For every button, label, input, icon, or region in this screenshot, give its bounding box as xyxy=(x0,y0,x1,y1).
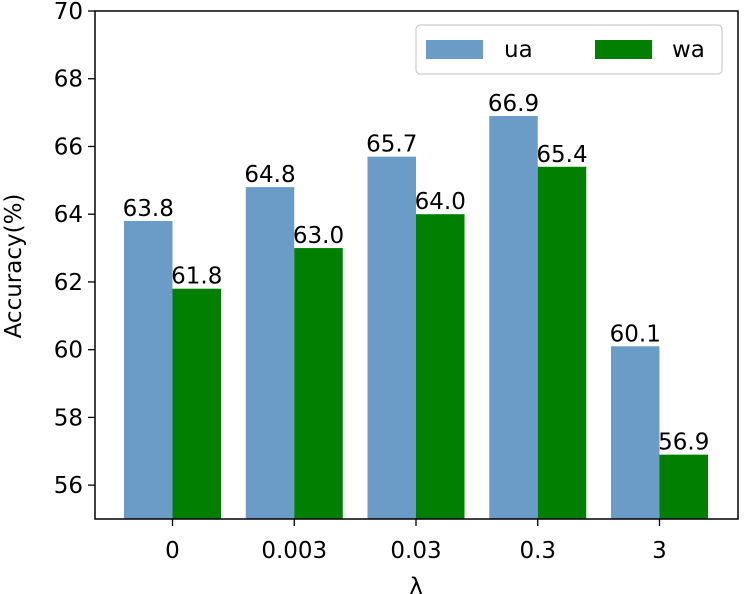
bar-value-label-wa-0: 61.8 xyxy=(171,264,222,290)
legend-swatch-wa xyxy=(595,40,652,59)
x-tick-label: 0.003 xyxy=(261,538,327,564)
legend: ua wa xyxy=(415,24,723,75)
y-tick-label: 70 xyxy=(54,0,83,25)
bar-value-label-wa-3: 65.4 xyxy=(536,142,587,168)
y-tick-label: 58 xyxy=(54,405,83,431)
legend-label-ua: ua xyxy=(504,37,533,63)
bar-ua-2 xyxy=(367,156,416,520)
bar-value-label-ua-2: 65.7 xyxy=(366,132,417,158)
y-tick-label: 60 xyxy=(54,338,83,364)
bar-wa-4 xyxy=(659,454,708,519)
x-tick-label: 0.03 xyxy=(390,538,441,564)
y-tick-label: 68 xyxy=(54,67,83,93)
x-tick-label: 3 xyxy=(652,538,667,564)
y-tick-label: 56 xyxy=(54,473,83,499)
legend-box xyxy=(415,24,723,75)
x-axis-label: λ xyxy=(409,574,423,594)
data-labels-layer: 63.8 64.8 65.7 66.9 60.1 61.8 63.0 64.0 65.4 56.9 xyxy=(123,91,710,456)
bars-layer xyxy=(124,115,708,520)
bar-ua-0 xyxy=(124,220,173,519)
bar-ua-1 xyxy=(245,187,295,519)
bar-value-label-ua-0: 63.8 xyxy=(123,196,174,222)
legend-swatch-ua xyxy=(426,40,483,59)
bar-ua-4 xyxy=(611,346,660,519)
bar-wa-1 xyxy=(294,248,343,520)
bar-value-label-wa-4: 56.9 xyxy=(658,430,709,456)
bar-wa-0 xyxy=(172,288,221,519)
legend-label-wa: wa xyxy=(672,37,705,63)
y-axis-ticks: 56 58 60 62 64 66 68 70 xyxy=(54,0,95,499)
bar-value-label-ua-3: 66.9 xyxy=(488,91,539,117)
x-axis-ticks: 0 0.003 0.03 0.3 3 xyxy=(165,519,667,564)
bar-value-label-ua-4: 60.1 xyxy=(610,321,661,347)
bar-value-label-wa-2: 64.0 xyxy=(415,189,466,215)
bar-ua-3 xyxy=(489,115,538,519)
bar-value-label-ua-1: 64.8 xyxy=(244,162,295,188)
x-tick-label: 0 xyxy=(165,538,180,564)
y-tick-label: 62 xyxy=(54,270,83,296)
x-tick-label: 0.3 xyxy=(519,538,556,564)
y-tick-label: 64 xyxy=(54,202,83,228)
y-tick-label: 66 xyxy=(54,134,83,160)
bar-wa-2 xyxy=(416,214,465,519)
y-axis-label: Accuracy(%) xyxy=(1,194,27,339)
bar-wa-3 xyxy=(537,166,587,519)
bar-value-label-wa-1: 63.0 xyxy=(293,223,344,249)
